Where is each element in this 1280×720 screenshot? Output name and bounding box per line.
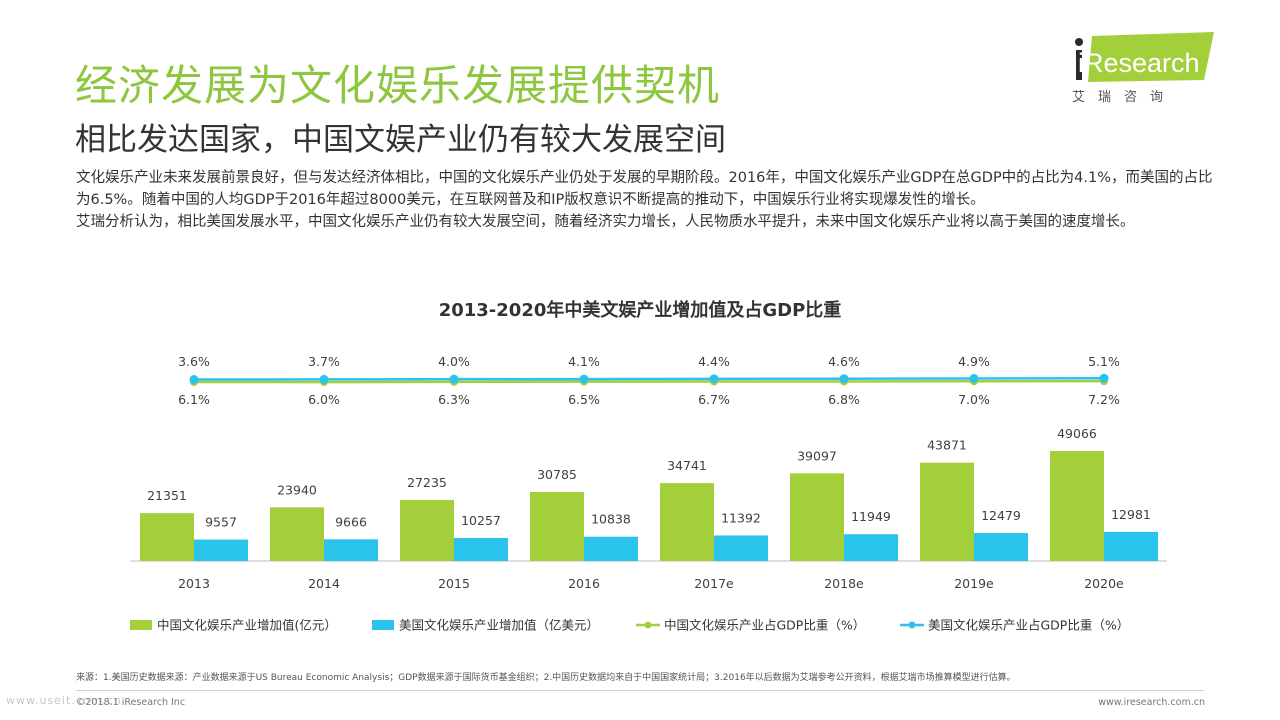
china-bar-label: 30785 bbox=[537, 467, 577, 482]
china-bar bbox=[660, 483, 714, 561]
legend-label-us-pct: 美国文化娱乐产业占GDP比重（%） bbox=[928, 618, 1129, 633]
intro-paragraph-2: 艾瑞分析认为，相比美国发展水平，中国文化娱乐产业仍有较大发展空间，随着经济实力增… bbox=[76, 214, 1135, 230]
us-bar bbox=[844, 534, 898, 561]
us-bar-label: 10838 bbox=[591, 512, 631, 527]
x-tick-label: 2013 bbox=[178, 576, 210, 591]
us-pct-label: 6.8% bbox=[828, 392, 860, 407]
us-bar bbox=[714, 535, 768, 561]
us-bar-label: 12479 bbox=[981, 508, 1021, 523]
legend-swatch-us-value bbox=[372, 620, 394, 630]
legend-swatch-us-pct-point bbox=[908, 621, 916, 629]
page-title: 经济发展为文化娱乐发展提供契机 bbox=[75, 61, 721, 110]
us-bar bbox=[584, 536, 638, 561]
intro-paragraph-1: 文化娱乐产业未来发展前景良好，但与发达经济体相比，中国的文化娱乐产业仍处于发展的… bbox=[76, 170, 1213, 208]
us-bar bbox=[194, 539, 248, 561]
x-tick-label: 2020e bbox=[1084, 576, 1124, 591]
china-bar bbox=[920, 462, 974, 561]
china-pct-label: 4.1% bbox=[568, 354, 600, 369]
us-bar-label: 11949 bbox=[851, 509, 891, 524]
china-pct-label: 3.7% bbox=[308, 354, 340, 369]
us-pct-point bbox=[1099, 373, 1109, 383]
x-tick-label: 2015 bbox=[438, 576, 470, 591]
china-pct-label: 3.6% bbox=[178, 354, 210, 369]
china-bar bbox=[270, 507, 324, 561]
page-subtitle: 相比发达国家，中国文娱产业仍有较大发展空间 bbox=[75, 122, 726, 158]
us-bar-label: 9557 bbox=[205, 515, 237, 530]
china-bar bbox=[530, 491, 584, 561]
us-pct-label: 6.3% bbox=[438, 392, 470, 407]
china-bar-label: 21351 bbox=[147, 488, 187, 503]
china-pct-label: 5.1% bbox=[1088, 354, 1120, 369]
us-pct-point bbox=[449, 374, 459, 384]
us-bar bbox=[454, 538, 508, 561]
china-bar-label: 43871 bbox=[927, 438, 967, 453]
china-bar-label: 49066 bbox=[1057, 426, 1097, 441]
intro-text: 文化娱乐产业未来发展前景良好，但与发达经济体相比，中国的文化娱乐产业仍处于发展的… bbox=[76, 167, 1216, 233]
china-pct-line bbox=[193, 379, 1105, 384]
legend-swatch-china-pct-point bbox=[644, 621, 652, 629]
china-bar bbox=[790, 473, 844, 561]
us-pct-label: 6.7% bbox=[698, 392, 730, 407]
us-bar-label: 12981 bbox=[1111, 507, 1151, 522]
chart-legend: 中国文化娱乐产业增加值(亿元） 美国文化娱乐产业增加值（亿美元） 中国文化娱乐产业占… bbox=[130, 618, 1129, 633]
chart-title: 2013-2020年中美文娱产业增加值及占GDP比重 bbox=[438, 300, 842, 321]
logo-chinese-name: 艾瑞咨询 bbox=[1072, 90, 1177, 105]
watermark: www.useit.com.cn bbox=[6, 694, 122, 707]
china-bar bbox=[140, 513, 194, 561]
x-tick-label: 2017e bbox=[694, 576, 734, 591]
us-pct-label: 7.2% bbox=[1088, 392, 1120, 407]
us-bar-label: 9666 bbox=[335, 514, 367, 529]
copyright: ©2018.1 iResearch Inc bbox=[76, 697, 186, 708]
x-tick-label: 2016 bbox=[568, 576, 600, 591]
china-bar-label: 34741 bbox=[667, 458, 707, 473]
x-tick-label: 2018e bbox=[824, 576, 864, 591]
us-bar-label: 10257 bbox=[461, 513, 501, 528]
us-pct-point bbox=[579, 374, 589, 384]
us-bar bbox=[324, 539, 378, 561]
source-note: 来源：1.美国历史数据来源：产业数据来源于US Bureau Economic … bbox=[76, 673, 1016, 683]
us-bar bbox=[1104, 531, 1158, 561]
china-bar bbox=[1050, 451, 1104, 561]
legend-swatch-china-value bbox=[130, 620, 152, 630]
us-pct-point bbox=[189, 375, 199, 384]
us-bar-label: 11392 bbox=[721, 510, 761, 525]
us-pct-point bbox=[969, 373, 979, 383]
x-tick-label: 2014 bbox=[308, 576, 340, 591]
us-pct-point bbox=[839, 374, 849, 384]
chart-marks: 21351 9557 2013 23940 9666 2014 27235 10257 2015… bbox=[140, 354, 1158, 591]
x-tick-label: 2019e bbox=[954, 576, 994, 591]
us-pct-label: 7.0% bbox=[958, 392, 990, 407]
china-bar-label: 39097 bbox=[797, 448, 837, 463]
china-bar bbox=[400, 499, 454, 561]
legend-label-china-pct: 中国文化娱乐产业占GDP比重（%） bbox=[664, 618, 865, 633]
china-bar-label: 23940 bbox=[277, 482, 317, 497]
legend-label-china-value: 中国文化娱乐产业增加值(亿元） bbox=[157, 618, 337, 633]
china-bar-label: 27235 bbox=[407, 475, 447, 490]
us-pct-label: 6.0% bbox=[308, 392, 340, 407]
us-bar bbox=[974, 533, 1028, 561]
iresearch-logo: iResearch bbox=[1075, 32, 1214, 82]
logo-wordmark: iResearch bbox=[1078, 48, 1200, 78]
us-pct-label: 6.1% bbox=[178, 392, 210, 407]
us-pct-line bbox=[193, 377, 1105, 381]
footer-divider bbox=[76, 690, 1204, 691]
us-pct-label: 6.5% bbox=[568, 392, 600, 407]
website-link[interactable]: www.iresearch.com.cn bbox=[1098, 697, 1205, 708]
china-pct-label: 4.6% bbox=[828, 354, 860, 369]
us-pct-point bbox=[709, 374, 719, 384]
us-pct-point bbox=[319, 374, 329, 384]
legend-label-us-value: 美国文化娱乐产业增加值（亿美元） bbox=[399, 618, 599, 633]
china-pct-label: 4.9% bbox=[958, 354, 990, 369]
china-pct-label: 4.0% bbox=[438, 354, 470, 369]
china-pct-label: 4.4% bbox=[698, 354, 730, 369]
